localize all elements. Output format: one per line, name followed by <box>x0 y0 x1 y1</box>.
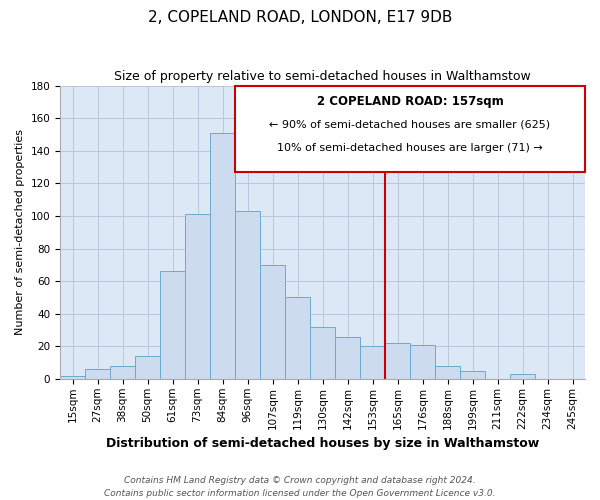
Bar <box>385 343 410 379</box>
X-axis label: Distribution of semi-detached houses by size in Walthamstow: Distribution of semi-detached houses by … <box>106 437 539 450</box>
Bar <box>285 298 310 379</box>
Bar <box>460 371 485 379</box>
Bar <box>310 327 335 379</box>
Text: Contains HM Land Registry data © Crown copyright and database right 2024.
Contai: Contains HM Land Registry data © Crown c… <box>104 476 496 498</box>
Bar <box>260 265 285 379</box>
Bar <box>335 336 360 379</box>
Bar <box>360 346 385 379</box>
Bar <box>135 356 160 379</box>
Bar <box>435 366 460 379</box>
Bar <box>60 376 85 379</box>
Bar <box>410 344 435 379</box>
Text: ← 90% of semi-detached houses are smaller (625): ← 90% of semi-detached houses are smalle… <box>269 120 551 130</box>
Bar <box>85 369 110 379</box>
Bar <box>185 214 210 379</box>
Y-axis label: Number of semi-detached properties: Number of semi-detached properties <box>15 129 25 335</box>
Bar <box>110 366 135 379</box>
Title: Size of property relative to semi-detached houses in Walthamstow: Size of property relative to semi-detach… <box>114 70 531 83</box>
Text: 10% of semi-detached houses are larger (71) →: 10% of semi-detached houses are larger (… <box>277 142 543 152</box>
Bar <box>510 374 535 379</box>
Text: 2 COPELAND ROAD: 157sqm: 2 COPELAND ROAD: 157sqm <box>317 94 503 108</box>
FancyBboxPatch shape <box>235 86 585 172</box>
Bar <box>160 272 185 379</box>
Text: 2, COPELAND ROAD, LONDON, E17 9DB: 2, COPELAND ROAD, LONDON, E17 9DB <box>148 10 452 25</box>
Bar <box>235 211 260 379</box>
Bar <box>210 133 235 379</box>
